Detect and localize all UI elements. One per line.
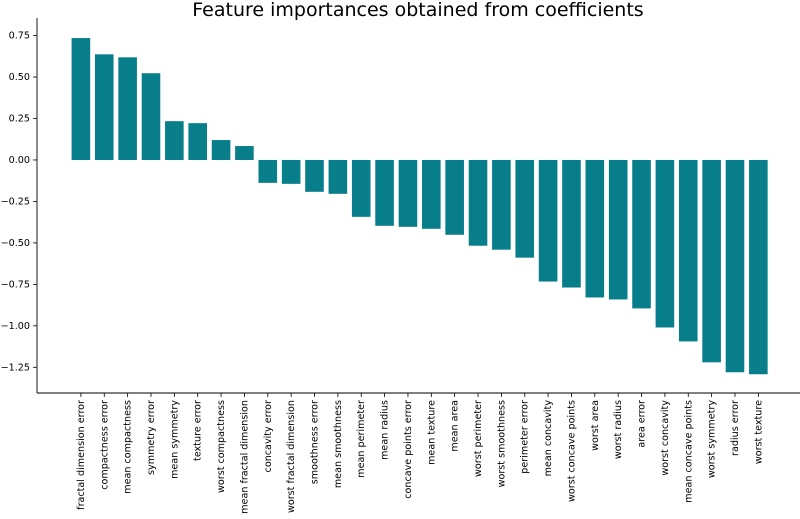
- x-tick-label: fractal dimension error: [76, 400, 87, 510]
- bar: [702, 159, 721, 363]
- y-tick-label: −0.75: [1, 279, 30, 290]
- x-tick-label: worst texture: [753, 400, 764, 464]
- bar: [492, 159, 511, 250]
- x-tick-label: concavity error: [263, 400, 274, 472]
- x-tick-label: mean radius: [380, 400, 391, 460]
- bar: [725, 159, 745, 373]
- x-tick-label: radius error: [730, 400, 741, 456]
- bar: [422, 159, 441, 229]
- x-tick-label: mean smoothness: [333, 400, 344, 488]
- bar: [118, 57, 137, 160]
- bar: [468, 159, 488, 246]
- x-tick-label: concave points error: [403, 400, 414, 499]
- bar: [94, 54, 114, 160]
- bar: [608, 159, 628, 300]
- x-tick-label: symmetry error: [146, 400, 157, 475]
- x-tick-label: mean concavity: [543, 400, 554, 477]
- y-tick-label: −0.25: [1, 196, 30, 207]
- y-tick-label: 0.50: [9, 72, 30, 83]
- bar: [585, 159, 605, 298]
- bar: [398, 159, 418, 227]
- bar: [211, 140, 231, 160]
- x-tick-label: compactness error: [99, 400, 110, 490]
- bar: [655, 159, 675, 328]
- x-tick-label: mean compactness: [123, 400, 134, 494]
- x-tick-label: worst concavity: [660, 400, 671, 476]
- x-tick-label: worst fractal dimension: [286, 400, 297, 513]
- bar: [678, 159, 698, 342]
- x-tick-label: mean concave points: [683, 400, 694, 503]
- bar: [258, 159, 278, 183]
- x-tick-label: worst radius: [613, 400, 624, 459]
- x-tick-label: mean symmetry: [169, 400, 180, 479]
- bar: [188, 123, 207, 160]
- x-tick-label: worst area: [590, 400, 601, 451]
- x-tick-label: texture error: [193, 400, 204, 461]
- x-tick-label: worst compactness: [216, 400, 227, 493]
- bar: [165, 121, 184, 160]
- chart-title: Feature importances obtained from coeffi…: [192, 0, 643, 21]
- bar: [351, 159, 371, 217]
- x-tick-label: worst perimeter: [473, 400, 484, 477]
- bar: [562, 159, 581, 288]
- x-tick-label: perimeter error: [520, 400, 531, 474]
- x-tick-label: mean texture: [426, 400, 437, 465]
- x-tick-label: mean area: [450, 400, 461, 452]
- bar: [538, 159, 558, 282]
- x-tick-label: worst symmetry: [707, 400, 718, 478]
- bar: [71, 38, 91, 160]
- y-tick-label: −1.25: [1, 362, 30, 373]
- x-tick-label: smoothness error: [310, 400, 321, 484]
- x-tick-label: mean perimeter: [356, 400, 367, 478]
- x-tick-label: mean fractal dimension: [239, 400, 250, 514]
- bar: [235, 146, 254, 160]
- bar: [328, 159, 348, 194]
- bar: [141, 73, 161, 160]
- y-tick-label: 0.00: [9, 155, 30, 166]
- x-axis: fractal dimension error compactness error…: [76, 393, 764, 514]
- bar: [749, 159, 768, 375]
- bar: [375, 159, 394, 226]
- bar: [281, 159, 301, 184]
- bars: [71, 38, 768, 375]
- y-axis: 0.75 0.50 0.25 0.00 −0.25 −0.50 −0.75 −1.00 −1.2…: [1, 31, 37, 373]
- bar: [445, 159, 464, 235]
- y-tick-label: 0.75: [9, 31, 30, 42]
- bar: [632, 159, 651, 309]
- y-tick-label: −0.50: [1, 238, 30, 249]
- y-tick-label: 0.25: [9, 114, 30, 125]
- bar: [305, 159, 324, 192]
- bar: [515, 159, 535, 258]
- x-tick-label: worst concave points: [566, 400, 577, 502]
- x-tick-label: worst smoothness: [496, 400, 507, 487]
- x-tick-label: area error: [637, 400, 648, 448]
- y-tick-label: −1.00: [1, 321, 30, 332]
